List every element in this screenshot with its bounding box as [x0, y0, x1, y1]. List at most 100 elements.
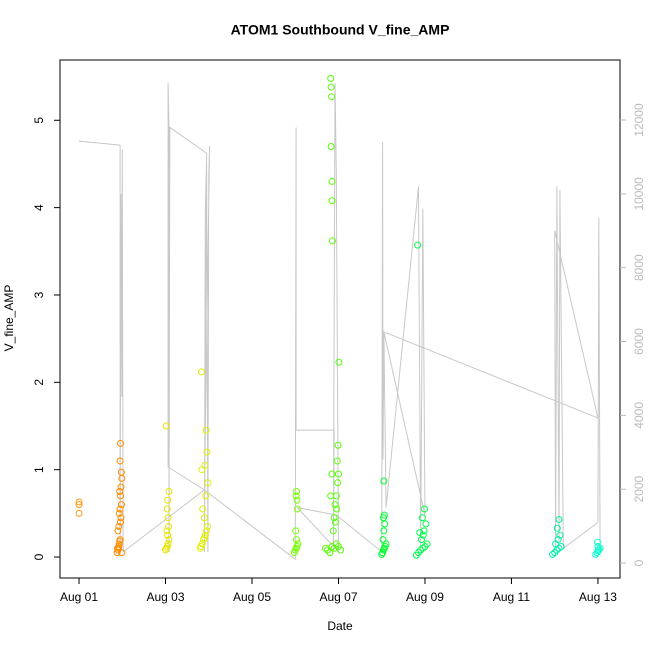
point: [327, 492, 335, 500]
point: [335, 358, 343, 366]
point: [379, 536, 387, 544]
y-tick-label: 4: [32, 204, 46, 211]
x-tick-label: Aug 13: [579, 590, 617, 604]
point: [292, 492, 300, 500]
point: [334, 479, 342, 487]
point: [330, 514, 338, 522]
x-tick-label: Aug 01: [60, 590, 98, 604]
point: [165, 536, 173, 544]
point: [414, 241, 422, 249]
point: [75, 509, 83, 517]
point: [117, 501, 125, 509]
point: [75, 501, 83, 509]
point: [293, 536, 301, 544]
point: [326, 549, 334, 557]
point: [334, 441, 342, 449]
point: [331, 518, 339, 526]
chart-title: ATOM1 Southbound V_fine_AMP: [231, 22, 450, 38]
point: [117, 518, 125, 526]
point: [337, 546, 345, 554]
point: [594, 543, 602, 551]
point: [423, 540, 431, 548]
y2-tick-label: 8000: [632, 254, 646, 281]
point: [292, 527, 300, 535]
point: [554, 536, 562, 544]
y2-tick-label: 0: [632, 559, 646, 566]
point: [331, 501, 339, 509]
point: [418, 536, 426, 544]
y-tick-label: 1: [32, 466, 46, 473]
point: [117, 514, 125, 522]
point: [198, 466, 206, 474]
point: [380, 511, 388, 519]
point: [164, 531, 172, 539]
point: [422, 520, 430, 528]
point: [199, 505, 207, 513]
point: [294, 540, 302, 548]
point: [419, 544, 427, 552]
point: [555, 544, 563, 552]
point: [164, 540, 172, 548]
y-axis-label: V_fine_AMP: [2, 285, 16, 352]
point: [329, 527, 337, 535]
point: [200, 514, 208, 522]
plot-frame: [59, 59, 621, 579]
y-tick-label: 3: [32, 291, 46, 298]
point: [198, 540, 206, 548]
point: [201, 531, 209, 539]
point: [203, 522, 211, 530]
point: [197, 368, 205, 376]
y2-tick-label: 10000: [632, 177, 646, 211]
point: [380, 477, 388, 485]
point: [202, 426, 210, 434]
point: [118, 549, 126, 557]
point: [162, 422, 170, 430]
point: [115, 522, 123, 530]
y-tick-label: 5: [32, 117, 46, 124]
point: [203, 448, 211, 456]
point: [328, 470, 336, 478]
point: [116, 488, 124, 496]
point: [416, 529, 424, 537]
point: [293, 505, 301, 513]
point: [327, 83, 335, 91]
point: [380, 527, 388, 535]
x-tick-label: Aug 05: [233, 590, 271, 604]
point: [333, 457, 341, 465]
point: [328, 177, 336, 185]
point: [596, 544, 604, 552]
point: [117, 439, 125, 447]
point: [115, 509, 123, 517]
x-axis-label: Date: [327, 619, 353, 633]
point: [417, 546, 425, 554]
point: [203, 527, 211, 535]
point: [420, 527, 428, 535]
point: [117, 492, 125, 500]
y2-tick-label: 6000: [632, 328, 646, 355]
point: [114, 544, 122, 552]
point: [553, 524, 561, 532]
x-tick-label: Aug 09: [406, 590, 444, 604]
point: [333, 505, 341, 513]
point: [165, 522, 173, 530]
point: [201, 461, 209, 469]
point: [328, 93, 336, 101]
point: [381, 520, 389, 528]
point: [421, 505, 429, 513]
point: [557, 543, 565, 551]
point: [116, 457, 124, 465]
point: [327, 142, 335, 150]
point: [115, 543, 123, 551]
point: [75, 498, 83, 506]
point: [163, 505, 171, 513]
point: [117, 468, 125, 476]
point: [164, 514, 172, 522]
y2-tick-label: 2000: [632, 476, 646, 503]
point: [293, 496, 301, 504]
x-tick-label: Aug 03: [146, 590, 184, 604]
x-tick-label: Aug 11: [493, 590, 530, 604]
point: [117, 483, 125, 491]
x-tick-label: Aug 07: [319, 590, 357, 604]
point: [165, 488, 173, 496]
